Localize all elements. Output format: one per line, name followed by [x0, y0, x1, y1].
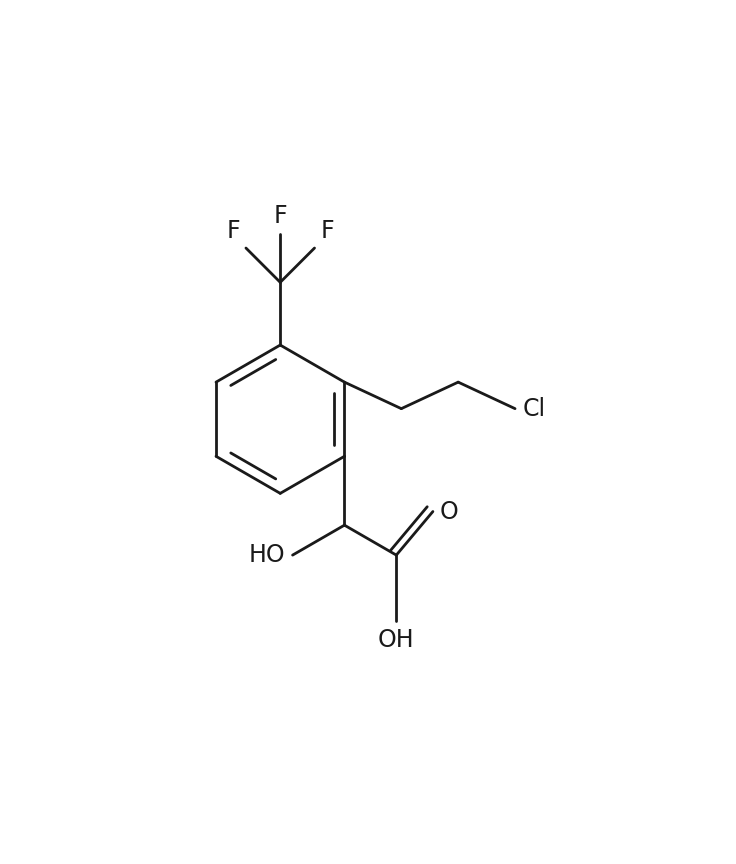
Text: F: F — [227, 219, 240, 244]
Text: F: F — [273, 204, 287, 228]
Text: OH: OH — [378, 628, 414, 651]
Text: O: O — [439, 499, 459, 524]
Text: F: F — [320, 219, 334, 244]
Text: HO: HO — [249, 543, 285, 567]
Text: Cl: Cl — [523, 397, 545, 421]
